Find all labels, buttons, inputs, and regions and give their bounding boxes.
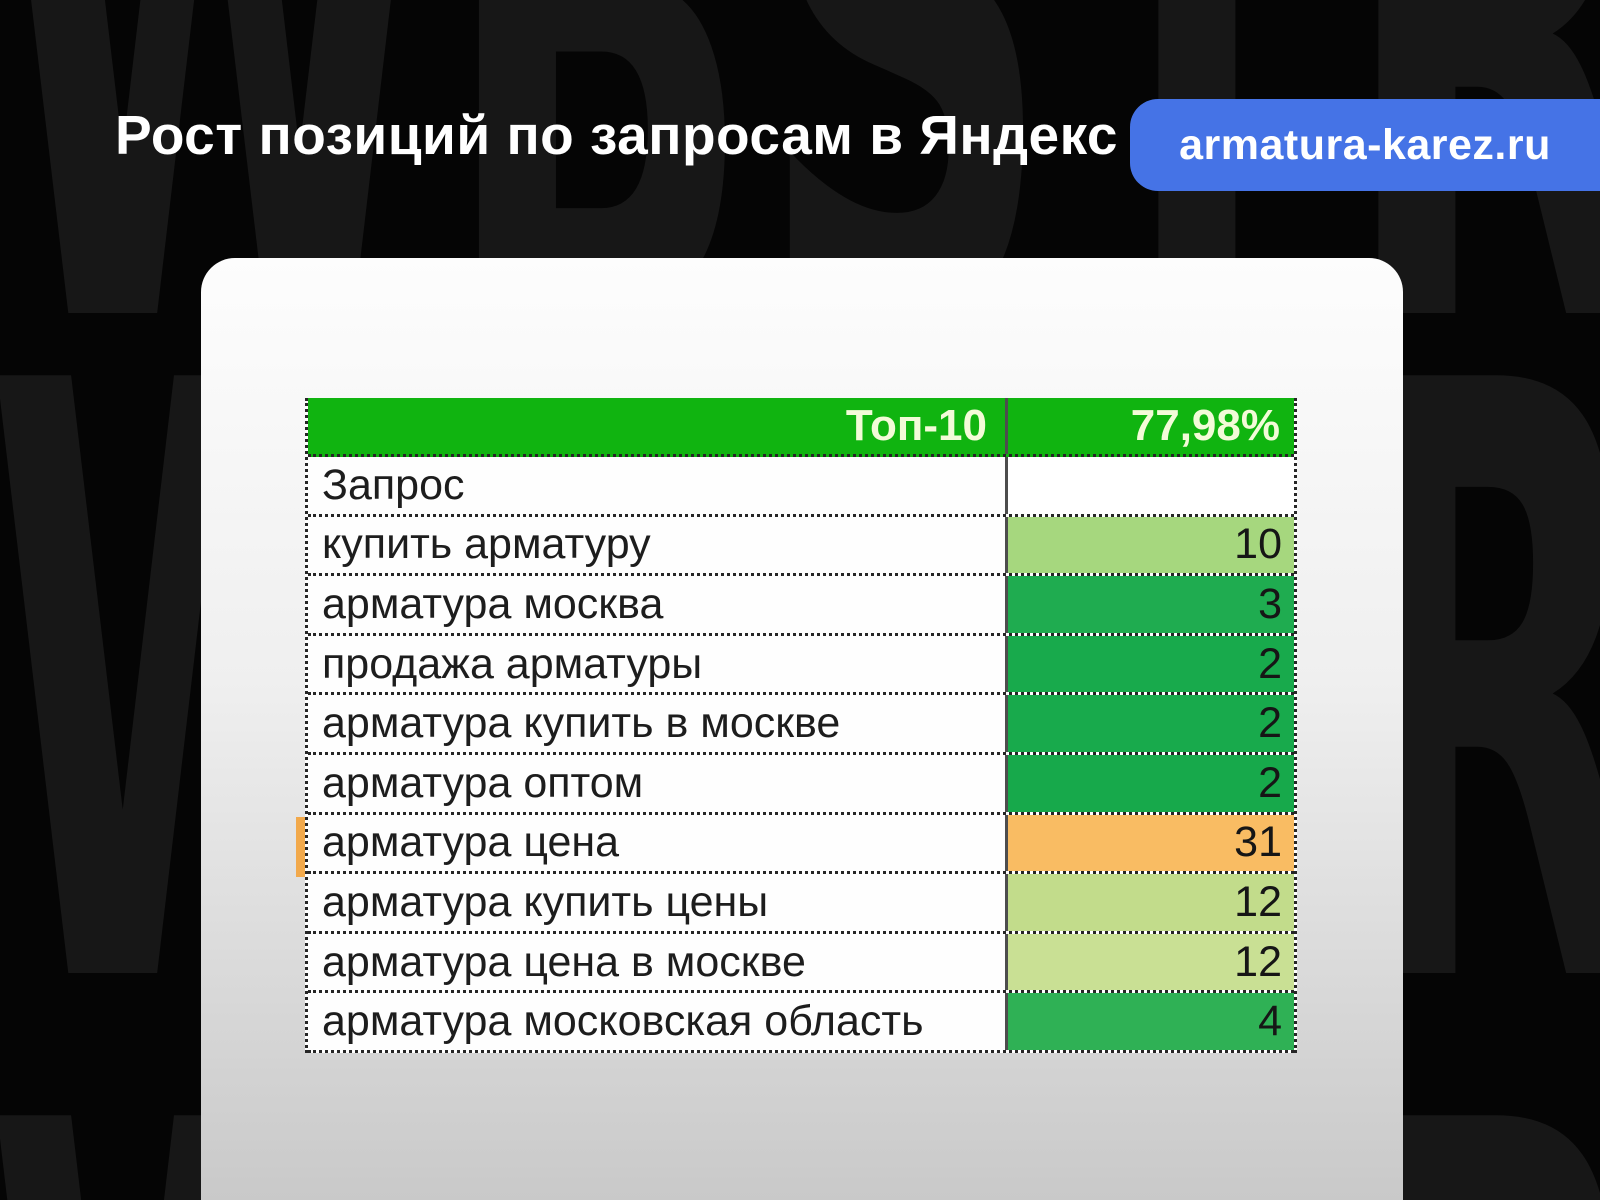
query-cell: арматура цена в москве	[322, 937, 806, 986]
table-row: арматура оптом 2	[308, 754, 1294, 815]
table-row: арматура цена 31	[308, 814, 1294, 875]
position-cell: 12	[1005, 874, 1294, 931]
table-row: Запрос	[308, 457, 1294, 517]
position-cell: 2	[1005, 754, 1294, 812]
table-header-row: Топ-10 77,98%	[308, 398, 1294, 457]
header-percent-value: 77,98%	[1005, 398, 1294, 454]
query-cell: арматура москва	[322, 579, 664, 628]
site-badge[interactable]: armatura-karez.ru	[1130, 99, 1600, 191]
position-cell: 2	[1005, 635, 1294, 693]
page-title: Рост позиций по запросам в Яндекс	[115, 104, 1118, 166]
table-body: Запрос купить арматуру 10 арматура москв…	[308, 457, 1294, 1053]
query-cell: арматура московская область	[322, 997, 924, 1046]
position-cell: 12	[1005, 933, 1294, 991]
query-cell: купить арматуру	[322, 520, 651, 569]
table-row: арматура купить цены 12	[308, 874, 1294, 934]
position-cell: 10	[1005, 516, 1294, 574]
query-cell: Запрос	[322, 460, 465, 509]
active-row-marker	[296, 817, 305, 877]
table-row: купить арматуру 10	[308, 516, 1294, 577]
position-cell: 4	[1005, 993, 1294, 1050]
query-cell: арматура оптом	[322, 758, 644, 807]
site-badge-label: armatura-karez.ru	[1179, 120, 1551, 169]
position-cell	[1005, 457, 1294, 514]
position-cell: 2	[1005, 695, 1294, 752]
positions-table: Топ-10 77,98% Запрос купить арматуру 10 …	[305, 398, 1297, 1053]
table-row: продажа арматуры 2	[308, 635, 1294, 696]
header-top10-label: Топ-10	[845, 401, 987, 450]
query-cell: арматура цена	[322, 818, 620, 867]
table-row: арматура купить в москве 2	[308, 695, 1294, 755]
screenshot-card: Топ-10 77,98% Запрос купить арматуру 10 …	[201, 258, 1403, 1200]
query-cell: арматура купить в москве	[322, 699, 841, 748]
table-row: арматура москва 3	[308, 576, 1294, 636]
table-row: арматура московская область 4	[308, 993, 1294, 1053]
position-cell: 31	[1005, 814, 1294, 872]
table-row: арматура цена в москве 12	[308, 933, 1294, 994]
query-cell: продажа арматуры	[322, 639, 703, 688]
position-cell: 3	[1005, 576, 1294, 633]
query-cell: арматура купить цены	[322, 877, 769, 926]
